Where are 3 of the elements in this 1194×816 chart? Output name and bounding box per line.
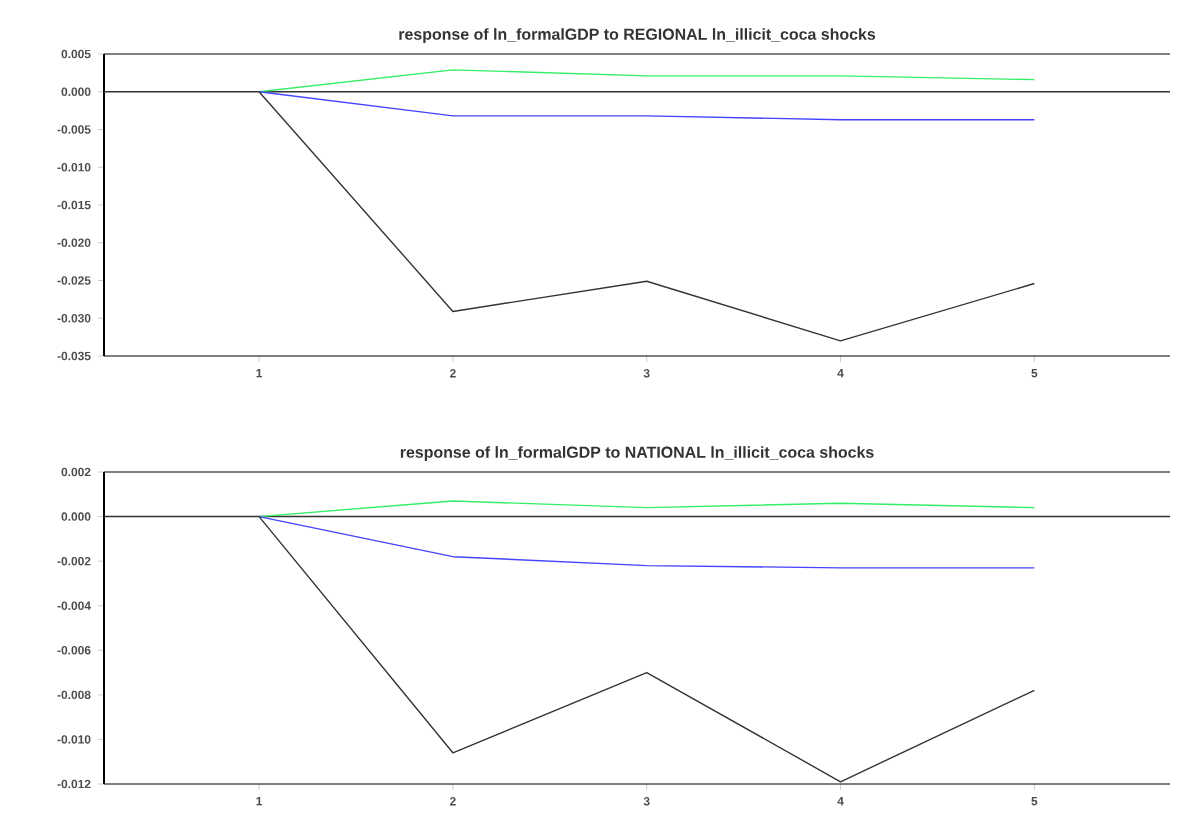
- line-series: [258, 500, 1036, 518]
- line-series: [258, 69, 1036, 93]
- line-series: [258, 515, 1036, 569]
